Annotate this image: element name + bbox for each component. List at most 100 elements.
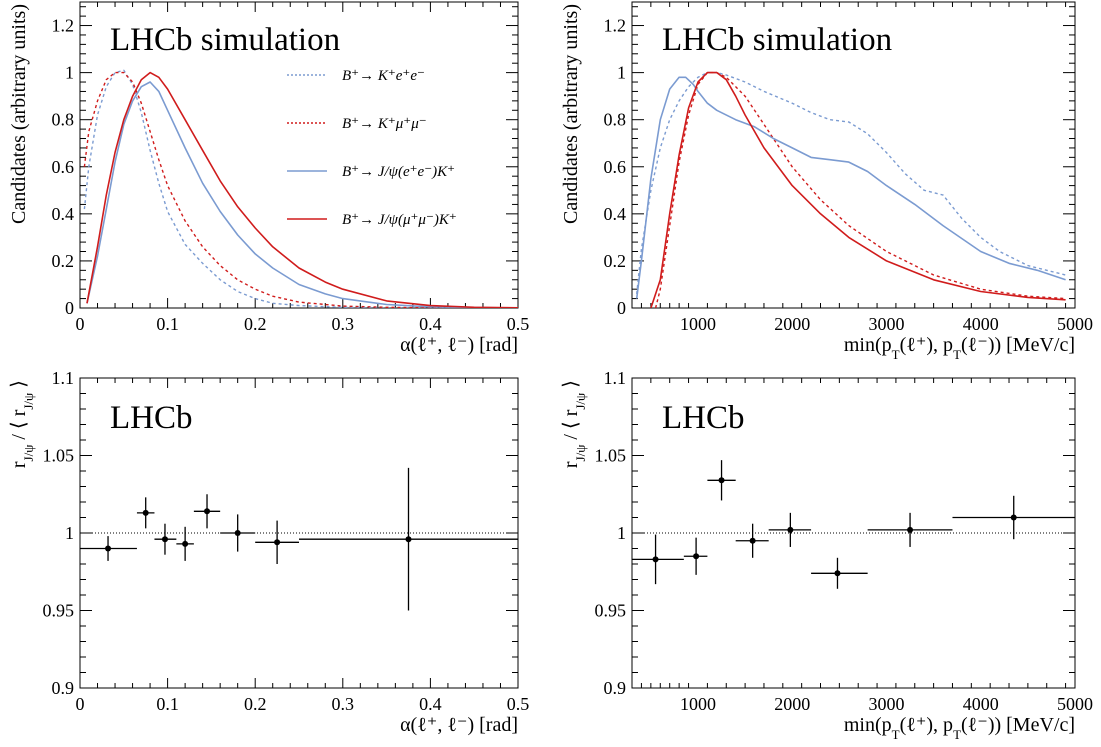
data-point: [952, 495, 1075, 540]
y-tick-label: 1.2: [52, 16, 75, 36]
data-point: [768, 512, 812, 547]
panel-alpha-ratio: 0 0.1 0.2 0.3 0.4 0.5 0.9 0.95 1 1.05 1.1 α(ℓ⁺, ℓ⁻)…: [8, 368, 529, 736]
point-marker: [693, 553, 700, 560]
x-tick-label: 0.4: [419, 694, 442, 714]
x-tick-label: 2000: [774, 694, 810, 714]
series-line-3: [650, 71, 1066, 308]
point-marker: [161, 536, 168, 543]
data-point: [735, 523, 769, 558]
data-point: [80, 536, 137, 561]
y-tick-label: 1.1: [604, 368, 627, 388]
data-point: [255, 520, 299, 564]
x-tick-label: 5000: [1057, 314, 1093, 334]
point-marker: [405, 536, 412, 543]
panel-title: LHCb simulation: [662, 22, 892, 58]
data-point: [867, 512, 953, 547]
x-tick-label: 4000: [963, 694, 999, 714]
x-tick-label: 3000: [868, 314, 904, 334]
y-tick-label: 0.8: [52, 110, 75, 130]
y-tick-label: 0.95: [595, 601, 627, 621]
y-tick-label: 0: [617, 298, 626, 318]
point-marker: [834, 570, 841, 577]
y-tick-label: 1.05: [595, 446, 627, 466]
plot-area: [632, 460, 1075, 589]
data-point: [193, 494, 221, 529]
x-axis-title: α(ℓ⁺, ℓ⁻) [rad]: [400, 714, 518, 736]
x-tick-label: 4000: [963, 314, 999, 334]
data-point: [220, 514, 256, 552]
y-tick-label: 0.2: [604, 251, 627, 271]
x-tick-label: 1000: [680, 314, 716, 334]
data-point: [176, 526, 194, 561]
y-axis-title: rJ/ψ / ⟨ rJ/ψ ⟩: [560, 380, 588, 468]
data-point: [154, 523, 177, 555]
x-tick-label: 0.4: [419, 314, 442, 334]
plot-area: [83, 69, 518, 308]
y-tick-label: 0.95: [43, 601, 75, 621]
plot-frame: [631, 1, 1076, 309]
legend-label: B⁺→ J/ψ(e⁺e⁻)K⁺: [342, 164, 455, 180]
legend-label: B⁺→ K⁺μ⁺μ⁻: [342, 116, 427, 132]
data-point: [136, 497, 155, 529]
y-axis-title: rJ/ψ / ⟨ rJ/ψ ⟩: [8, 380, 36, 468]
y-axis-title: Candidates (arbitrary units): [8, 4, 30, 224]
point-marker: [105, 545, 112, 552]
y-tick-label: 0.9: [604, 678, 627, 698]
panel-title: LHCb simulation: [110, 22, 340, 58]
y-tick-label: 1.1: [52, 368, 75, 388]
point-marker: [274, 539, 281, 546]
x-tick-label: 0.3: [332, 694, 355, 714]
x-tick-label: 0: [76, 694, 85, 714]
x-axis-title: α(ℓ⁺, ℓ⁻) [rad]: [400, 334, 518, 356]
data-point: [811, 557, 868, 589]
legend-label: B⁺→ K⁺e⁺e⁻: [342, 68, 425, 84]
x-tick-label: 3000: [868, 694, 904, 714]
y-tick-label: 1.2: [604, 16, 627, 36]
point-marker: [234, 530, 241, 536]
point-marker: [718, 477, 725, 484]
series-line-0: [83, 69, 518, 308]
x-axis-title: min(pT(ℓ⁺), pT(ℓ⁻)) [MeV/c]: [844, 714, 1075, 742]
plot-area: [80, 467, 518, 611]
plot-area: [635, 71, 1066, 308]
panel-alpha-distribution: 0 0.1 0.2 0.3 0.4 0.5 0 0.2 0.4 0.6 0.8 1 1.2 α(ℓ⁺, ℓ…: [8, 1, 530, 356]
y-tick-label: 1: [65, 63, 74, 83]
x-tick-label: 5000: [1057, 694, 1093, 714]
y-tick-label: 1.05: [43, 446, 75, 466]
y-tick-label: 0.8: [604, 110, 627, 130]
data-point: [632, 534, 684, 585]
x-tick-label: 0.5: [507, 694, 530, 714]
x-tick-label: 2000: [774, 314, 810, 334]
series-line-1: [83, 71, 518, 308]
series-line-0: [636, 71, 1066, 294]
series-line-1: [654, 71, 1066, 308]
plot-frame: [79, 1, 519, 309]
y-tick-label: 0.4: [604, 204, 627, 224]
x-tick-label: 0.2: [244, 694, 267, 714]
data-point: [683, 537, 708, 575]
x-axis-title: min(pT(ℓ⁺), pT(ℓ⁻)) [MeV/c]: [844, 334, 1075, 362]
x-tick-label: 0.3: [332, 314, 355, 334]
panel-title: LHCb: [110, 400, 193, 436]
x-tick-label: 0.5: [507, 314, 530, 334]
data-point: [299, 467, 518, 611]
data-point: [707, 460, 736, 501]
y-tick-label: 1: [65, 523, 74, 543]
x-tick-label: 1000: [680, 694, 716, 714]
y-tick-label: 0: [65, 298, 74, 318]
point-marker: [749, 537, 756, 544]
x-tick-label: 0.2: [244, 314, 267, 334]
panel-pt-distribution: 1000 2000 3000 4000 5000 0 0.2 0.4 0.6 0.8 1 1.2 min…: [560, 1, 1093, 362]
x-tick-label: 0: [76, 314, 85, 334]
point-marker: [787, 526, 794, 533]
point-marker: [907, 526, 914, 533]
y-tick-label: 1: [617, 523, 626, 543]
series-line-2: [86, 81, 518, 308]
y-tick-label: 0.6: [52, 157, 75, 177]
legend-label: B⁺→ J/ψ(μ⁺μ⁻)K⁺: [342, 212, 457, 228]
point-marker: [652, 556, 659, 563]
series-line-2: [635, 76, 1066, 299]
panel-pt-ratio: 1000 2000 3000 4000 5000 0.9 0.95 1 1.05 1.1 min(p…: [560, 368, 1093, 742]
y-tick-label: 0.9: [52, 678, 75, 698]
